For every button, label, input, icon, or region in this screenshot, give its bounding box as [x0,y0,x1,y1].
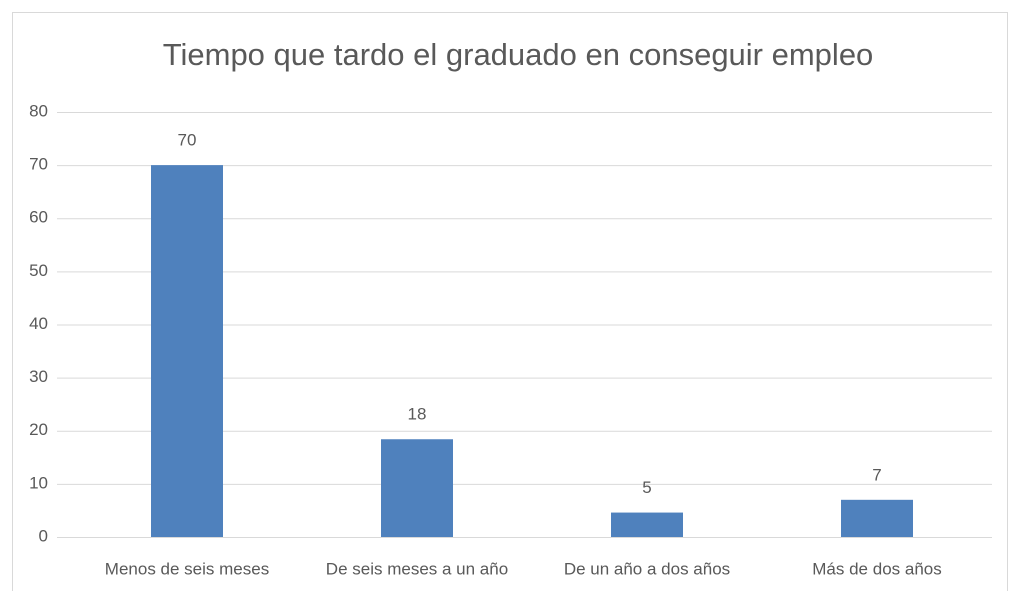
y-tick-label: 40 [29,314,48,333]
y-tick-label: 50 [29,261,48,280]
y-tick-label: 20 [29,420,48,439]
x-tick-label: Menos de seis meses [105,559,269,578]
bar [841,499,913,537]
x-tick-label: Más de dos años [812,559,941,578]
value-label: 18 [408,405,427,424]
bar [381,439,453,537]
value-label: 5 [642,478,651,497]
y-tick-label: 30 [29,367,48,386]
chart-title: Tiempo que tardo el graduado en consegui… [163,37,874,72]
bar [611,512,683,537]
x-tick-label: De un año a dos años [564,559,730,578]
y-tick-label: 70 [29,155,48,174]
value-label: 70 [178,131,197,150]
y-tick-label: 60 [29,208,48,227]
chart-frame [12,12,1008,591]
value-label: 7 [872,465,881,484]
y-tick-label: 10 [29,473,48,492]
bar [151,165,223,537]
y-tick-label: 0 [39,526,48,545]
x-tick-label: De seis meses a un año [326,559,508,578]
y-tick-label: 80 [29,101,48,120]
